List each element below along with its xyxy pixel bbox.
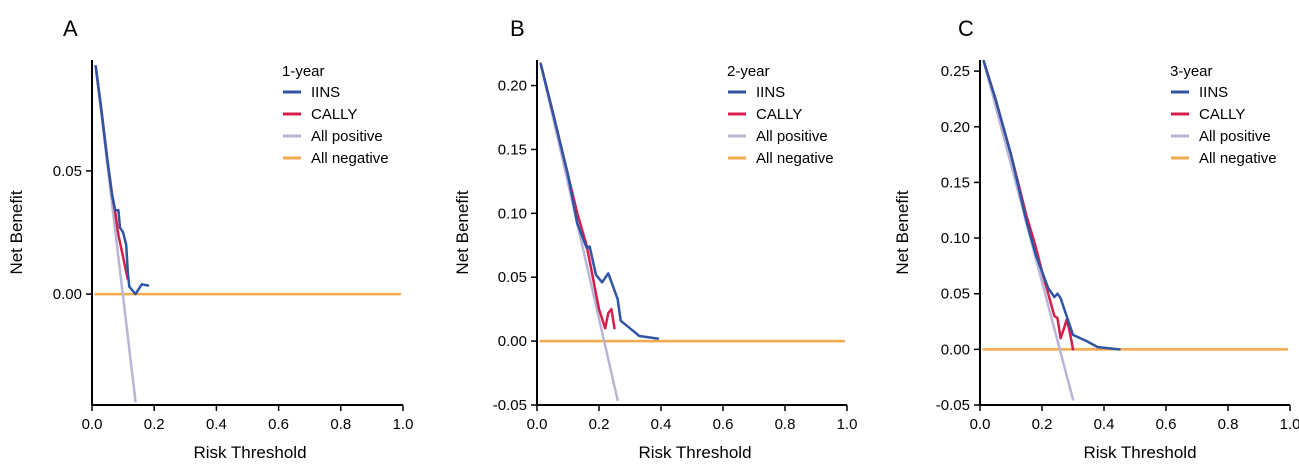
panel-letter: B bbox=[510, 16, 525, 41]
panel-letter: C bbox=[958, 16, 974, 41]
legend-entry-label: All negative bbox=[311, 150, 389, 167]
series-line-iins bbox=[982, 59, 1121, 351]
y-tick-label: 0.00 bbox=[53, 286, 82, 303]
legend-entry-label: CALLY bbox=[1199, 106, 1245, 123]
y-tick-label: 0.05 bbox=[53, 163, 82, 180]
x-tick-label: 0.6 bbox=[1156, 416, 1177, 433]
legend-entry-label: All positive bbox=[311, 128, 383, 145]
x-tick-label: 0.8 bbox=[1218, 416, 1239, 433]
series-line-iins bbox=[539, 62, 660, 340]
y-tick-label: 0.15 bbox=[498, 141, 527, 158]
y-tick-label: -0.05 bbox=[936, 397, 970, 414]
x-tick-label: 0.2 bbox=[589, 416, 610, 433]
legend: 2-year IINS CALLY All positive All negative bbox=[727, 63, 834, 167]
legend-entry-label: CALLY bbox=[756, 106, 802, 123]
x-tick-label: 0.8 bbox=[330, 416, 351, 433]
y-tick-label: 0.10 bbox=[941, 230, 970, 247]
legend-entry-label: All positive bbox=[1199, 128, 1271, 145]
y-axis-label: Net Benefit bbox=[7, 190, 26, 274]
series-line-iins bbox=[94, 64, 150, 296]
y-tick-label: 0.20 bbox=[498, 78, 527, 95]
x-tick-label: 1.0 bbox=[393, 416, 414, 433]
x-tick-label: 0.4 bbox=[1094, 416, 1115, 433]
legend-entry-label: CALLY bbox=[311, 106, 357, 123]
y-tick-label: 0.15 bbox=[941, 174, 970, 191]
x-tick-label: 0.0 bbox=[527, 416, 548, 433]
y-tick-label: 0.05 bbox=[498, 269, 527, 286]
y-tick-label: 0.00 bbox=[941, 341, 970, 358]
legend-entry-label: All positive bbox=[756, 128, 828, 145]
y-axis-label: Net Benefit bbox=[453, 190, 472, 274]
x-tick-label: 0.6 bbox=[713, 416, 734, 433]
x-tick-label: 1.0 bbox=[837, 416, 858, 433]
x-tick-label: 0.4 bbox=[651, 416, 672, 433]
y-tick-label: -0.05 bbox=[493, 397, 527, 414]
x-axis-label: Risk Threshold bbox=[638, 443, 751, 462]
panel-a: A 0.00 0.05 0.0 0.2 0.4 0.6 0.8 1.0 Risk Threshol… bbox=[7, 16, 413, 462]
legend-entry-label: IINS bbox=[756, 84, 785, 101]
y-axis-label: Net Benefit bbox=[893, 190, 912, 274]
x-tick-label: 0.6 bbox=[268, 416, 289, 433]
x-tick-label: 0.0 bbox=[82, 416, 103, 433]
x-tick-label: 0.2 bbox=[144, 416, 165, 433]
legend: 1-year IINS CALLY All positive All negative bbox=[282, 63, 389, 167]
legend: 3-year IINS CALLY All positive All negative bbox=[1170, 63, 1277, 167]
legend-entry-label: IINS bbox=[311, 84, 340, 101]
panel-b: B -0.05 0.00 0.05 0.10 0.15 0.20 0.0 0.2 0.4 0.6 0.… bbox=[453, 16, 857, 462]
legend-entry-label: All negative bbox=[756, 150, 834, 167]
y-tick-label: 0.00 bbox=[498, 333, 527, 350]
x-axis-label: Risk Threshold bbox=[193, 443, 306, 462]
legend-entry-label: All negative bbox=[1199, 150, 1277, 167]
legend-entry-label: IINS bbox=[1199, 84, 1228, 101]
x-tick-label: 0.8 bbox=[775, 416, 796, 433]
legend-title: 1-year bbox=[282, 63, 325, 80]
x-tick-label: 0.0 bbox=[970, 416, 991, 433]
panel-c: C -0.05 0.00 0.05 0.10 0.15 0.20 0.25 0.0 0.2 0.4 0… bbox=[893, 16, 1299, 462]
y-tick-label: 0.05 bbox=[941, 286, 970, 303]
y-tick-label: 0.10 bbox=[498, 205, 527, 222]
legend-title: 2-year bbox=[727, 63, 770, 80]
y-tick-label: 0.25 bbox=[941, 63, 970, 80]
x-tick-label: 0.4 bbox=[206, 416, 227, 433]
y-tick-label: 0.20 bbox=[941, 119, 970, 136]
x-tick-label: 0.2 bbox=[1032, 416, 1053, 433]
legend-title: 3-year bbox=[1170, 63, 1213, 80]
x-tick-label: 1.0 bbox=[1280, 416, 1299, 433]
x-axis-label: Risk Threshold bbox=[1083, 443, 1196, 462]
panel-letter: A bbox=[63, 16, 78, 41]
